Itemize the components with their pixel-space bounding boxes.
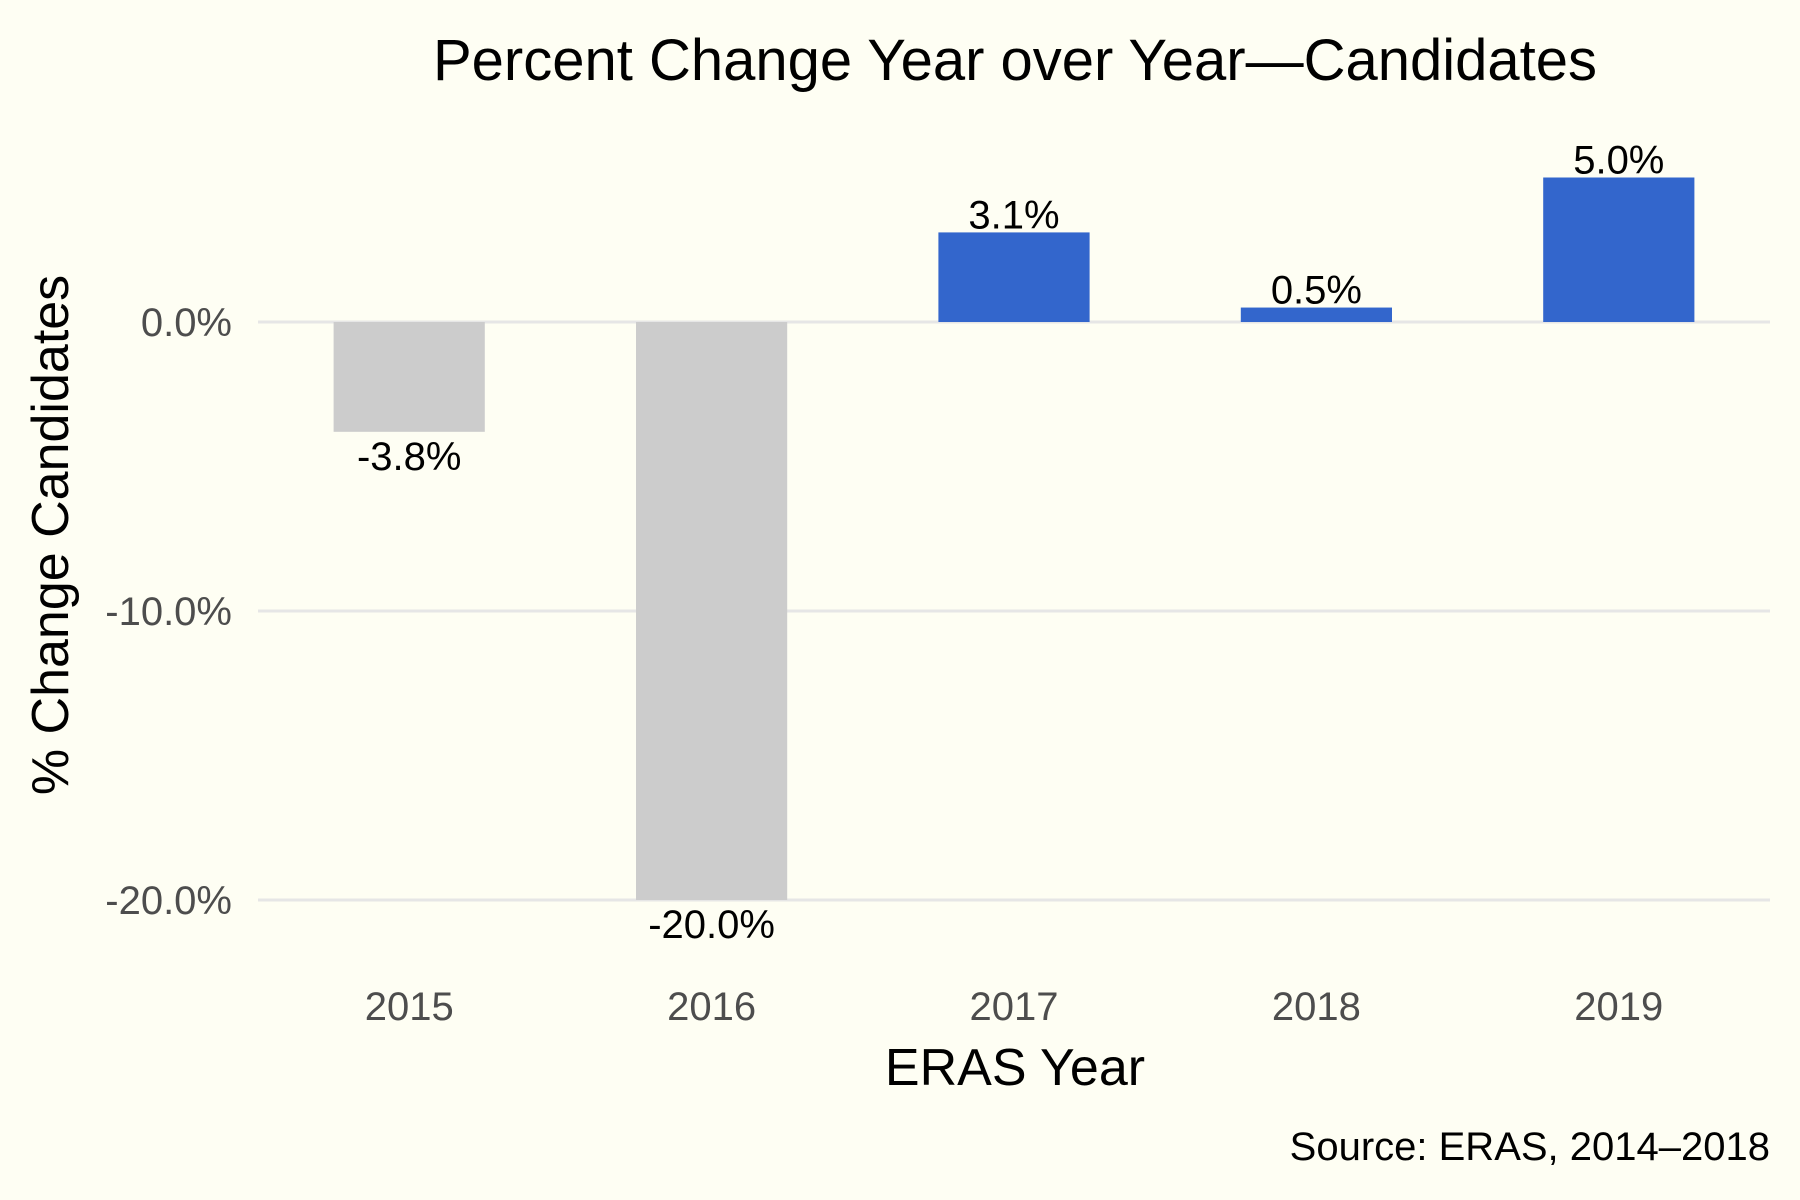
bar-2019 (1543, 177, 1695, 322)
bar-2016 (636, 322, 788, 900)
y-axis-ticks: 0.0% -10.0% -20.0% (105, 301, 232, 923)
data-label-2017: 3.1% (968, 193, 1059, 237)
x-tick-label-2017: 2017 (970, 985, 1059, 1029)
x-axis-title: ERAS Year (885, 1039, 1145, 1097)
data-label-2015: -3.8% (357, 435, 462, 479)
chart-title: Percent Change Year over Year—Candidates (433, 28, 1597, 93)
x-tick-label-2019: 2019 (1574, 985, 1663, 1029)
data-label-2016: -20.0% (648, 903, 775, 947)
source-caption: Source: ERAS, 2014–2018 (1290, 1125, 1770, 1169)
x-tick-label-2015: 2015 (365, 985, 454, 1029)
x-tick-label-2016: 2016 (667, 985, 756, 1029)
x-axis-ticks: 2015 2016 2017 2018 2019 (365, 985, 1664, 1029)
bar-2017 (938, 232, 1090, 322)
x-tick-label-2018: 2018 (1272, 985, 1361, 1029)
data-label-2019: 5.0% (1573, 139, 1664, 183)
y-tick-label: -20.0% (105, 879, 232, 923)
data-label-2018: 0.5% (1271, 269, 1362, 313)
y-axis-title: % Change Candidates (22, 275, 80, 795)
data-labels: -3.8% -20.0% 3.1% 0.5% 5.0% (357, 139, 1664, 948)
y-tick-label: -10.0% (105, 590, 232, 634)
bar-2015 (333, 322, 485, 432)
bars (333, 177, 1695, 900)
y-tick-label: 0.0% (141, 301, 232, 345)
bar-2018 (1240, 307, 1392, 322)
